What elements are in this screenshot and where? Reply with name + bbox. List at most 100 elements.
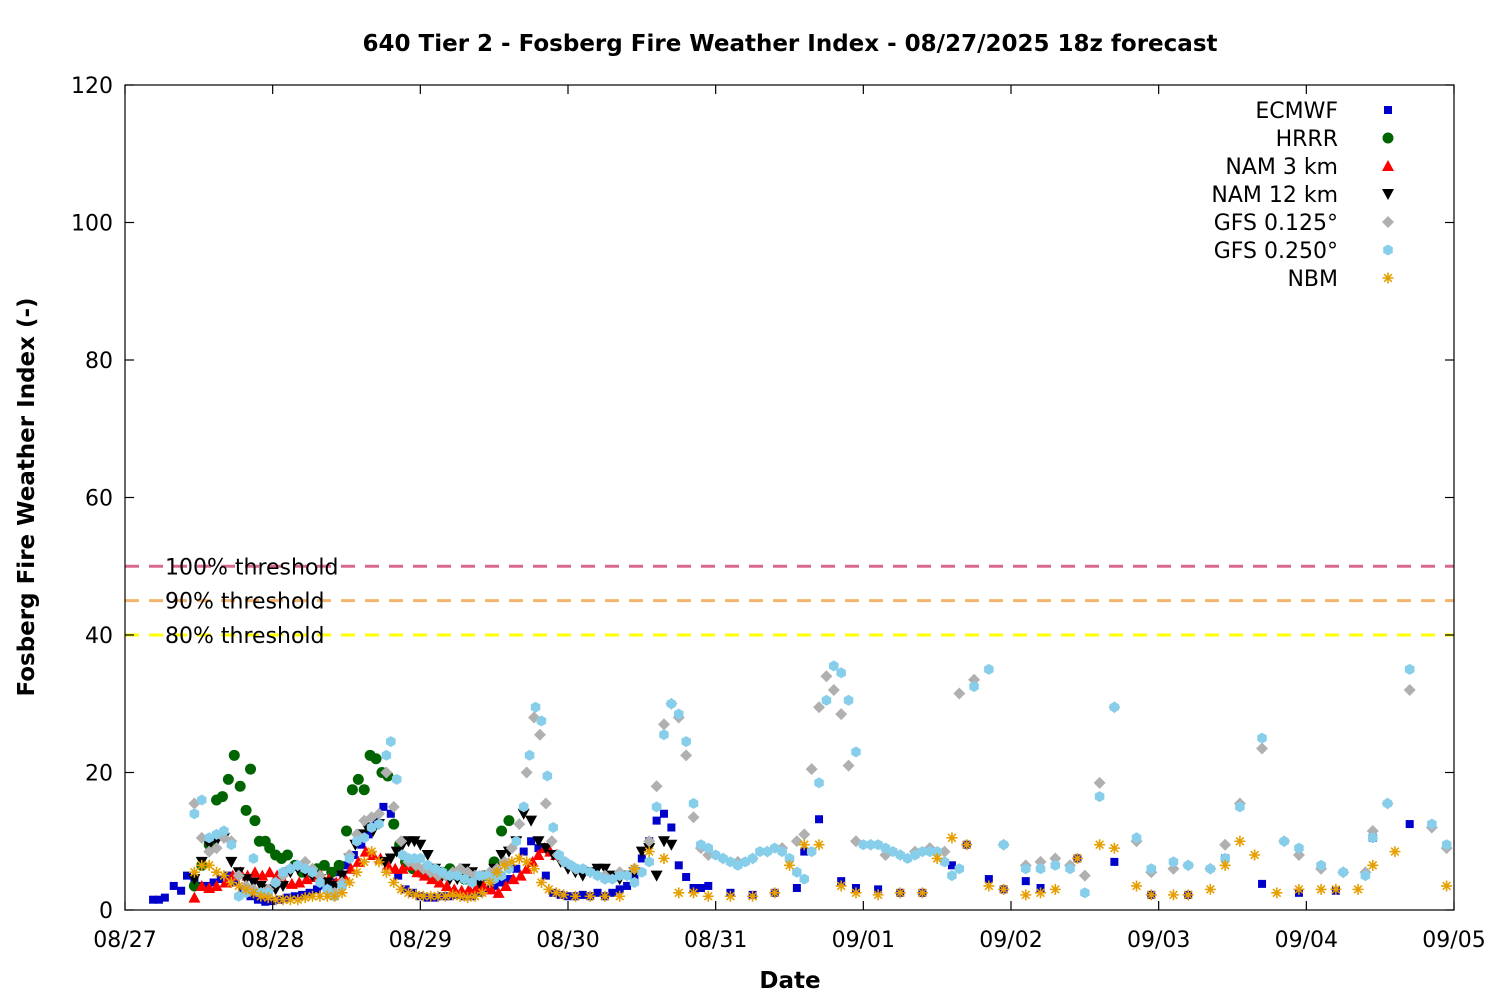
x-tick-label: 08/29 [389,928,452,953]
data-point [417,890,429,902]
data-point [352,773,364,785]
data-point [336,887,348,899]
data-point [917,846,928,858]
data-point [431,893,440,902]
data-point [247,887,259,899]
data-point [277,894,289,906]
data-point [484,877,496,888]
x-tick-label: 09/02 [979,928,1042,953]
data-point [370,753,382,765]
data-point [462,892,474,904]
data-point [366,846,378,858]
data-point [211,828,222,840]
data-point [932,846,942,858]
data-point [821,694,832,706]
data-point [836,667,846,679]
data-point [372,807,385,820]
data-point [396,862,409,874]
data-point [747,890,759,902]
data-point [514,869,527,881]
legend-marker [1382,189,1394,200]
data-point [421,850,434,861]
data-point [608,888,617,897]
data-point [255,890,267,902]
data-point [1131,832,1142,844]
data-point [592,870,603,882]
data-point [344,852,355,864]
data-point [635,846,648,858]
data-point [1382,797,1393,809]
data-point [998,839,1009,851]
data-point [762,846,773,858]
data-point [946,832,958,844]
data-point [513,818,526,831]
data-point [843,694,854,706]
legend-label: GFS 0.250° [1214,239,1338,264]
data-point [658,852,670,864]
data-point [953,687,966,700]
data-point [629,877,640,888]
data-point [240,804,252,816]
y-tick-label: 20 [85,762,113,787]
data-point [813,839,825,851]
y-tick-label: 60 [85,487,113,512]
data-point [593,888,602,897]
data-point [491,866,503,878]
data-point [1279,835,1289,847]
data-point [261,897,270,906]
data-point [1219,838,1232,851]
data-point [1021,863,1031,875]
data-point [425,890,437,902]
data-point [195,879,208,891]
data-point [517,808,530,820]
legend-marker [1383,244,1393,256]
data-point [532,849,545,860]
data-point [724,890,736,902]
data-point [850,887,862,899]
data-point [687,811,700,824]
data-point [1034,855,1047,868]
data-point [1405,820,1414,829]
data-point [300,863,310,875]
data-point [769,887,781,899]
data-point [710,849,721,861]
data-point [341,825,352,837]
data-point [394,871,403,880]
data-point [476,887,488,899]
data-point [536,715,547,727]
data-point [623,881,632,890]
data-point [813,701,826,714]
data-point [902,852,913,864]
legend-marker [1384,106,1392,114]
data-point [477,879,490,891]
data-point [380,766,393,779]
data-point [916,887,928,899]
data-point [541,871,550,880]
data-point [1441,839,1452,851]
data-point [197,794,207,806]
data-point [696,884,705,892]
data-point [154,895,163,904]
data-point [682,873,691,881]
data-point [1183,859,1193,871]
data-point [600,873,610,885]
data-point [703,842,713,854]
threshold-lines: 100% threshold 90% threshold 80% threshold [125,555,1454,649]
data-point [234,780,246,792]
legend-label: NBM [1287,267,1338,292]
data-point [1204,883,1216,895]
data-point [1316,859,1326,871]
data-point [386,809,395,818]
data-point [521,856,533,868]
data-point [657,718,670,731]
data-point [820,670,833,683]
legend-label: GFS 0.125° [1214,211,1338,236]
data-point [798,839,810,851]
data-point [1146,863,1156,875]
data-point [440,879,453,891]
data-point [888,846,898,858]
data-point [248,852,259,864]
data-point [815,815,824,824]
data-point [247,877,260,889]
data-point [1093,776,1106,789]
